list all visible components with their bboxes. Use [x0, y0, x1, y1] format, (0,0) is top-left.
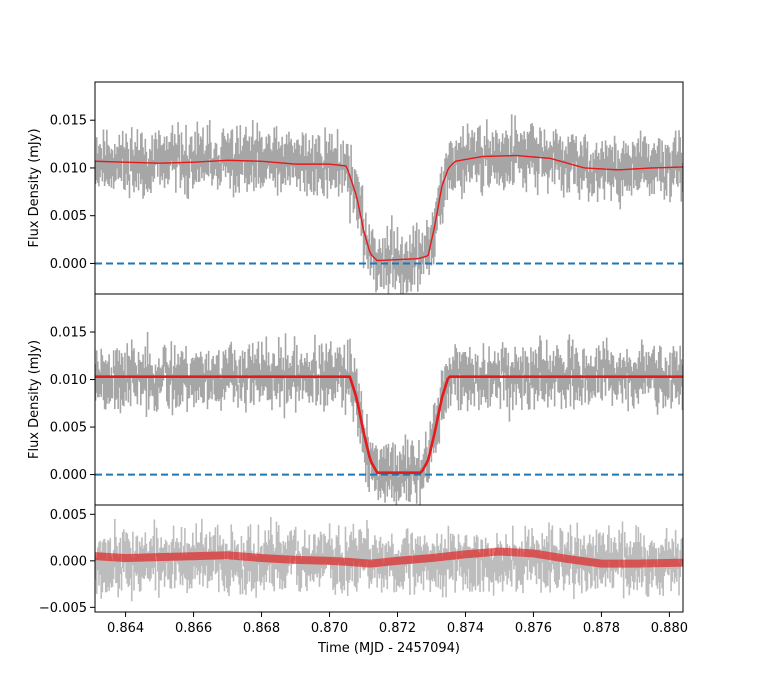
y-tick-label: 0.005 — [50, 508, 87, 523]
bottom-panel: −0.005 0.000 0.005 0.864 0.866 0.868 0.870 0.87… — [39, 504, 688, 656]
plot-area — [95, 331, 683, 505]
x-tick-label: 0.876 — [515, 621, 552, 636]
axes-frame — [94, 504, 684, 613]
model-curve — [95, 375, 683, 474]
top-panel: 0.000 0.005 0.010 0.015 Flux Density (mJy) — [27, 81, 684, 295]
y-axis-label: Flux Density (mJy) — [27, 128, 42, 247]
y-tick-label: 0.000 — [50, 257, 87, 272]
model-curve — [95, 547, 683, 568]
y-tick-label: 0.015 — [50, 114, 87, 129]
y-tick-label: 0.000 — [50, 468, 87, 483]
x-tick-label: 0.880 — [651, 621, 688, 636]
y-tick-label: 0.005 — [50, 421, 87, 436]
plot-area — [95, 114, 683, 294]
x-tick-label: 0.872 — [379, 621, 416, 636]
y-axis-label: Flux Density (mJy) — [27, 340, 42, 459]
y-tick-label: 0.010 — [50, 161, 87, 176]
y-tick-label: −0.005 — [39, 601, 87, 616]
x-tick-label: 0.870 — [311, 621, 348, 636]
y-tick-label: 0.010 — [50, 373, 87, 388]
middle-panel: 0.000 0.005 0.010 0.015 Flux Density (mJy) — [27, 293, 684, 506]
y-tick-label: 0.005 — [50, 209, 87, 224]
x-tick-label: 0.864 — [107, 621, 144, 636]
data-error-bars — [95, 114, 683, 294]
x-axis-label: Time (MJD - 2457094) — [317, 641, 460, 656]
x-tick-label: 0.874 — [447, 621, 484, 636]
y-tick-label: 0.015 — [50, 326, 87, 341]
x-tick-label: 0.866 — [175, 621, 212, 636]
x-tick-label: 0.878 — [583, 621, 620, 636]
y-tick-label: 0.000 — [50, 554, 87, 569]
data-error-bars — [95, 331, 683, 505]
x-tick-label: 0.868 — [243, 621, 280, 636]
model-curve — [95, 154, 683, 262]
plot-area — [95, 517, 683, 602]
